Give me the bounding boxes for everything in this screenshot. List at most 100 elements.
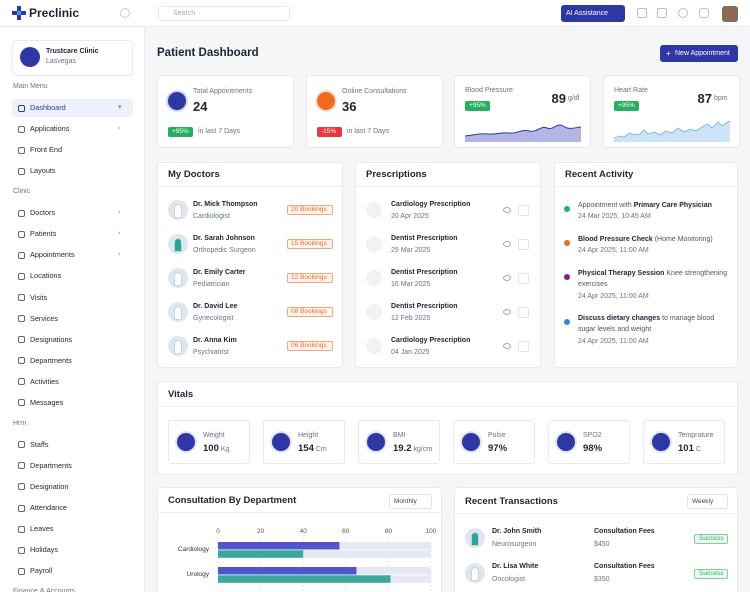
- bookings: 20 Bookings: [291, 206, 327, 213]
- transaction-role: Neurosurgeon: [492, 541, 537, 548]
- menu-item[interactable]: Dashboard: [30, 103, 66, 113]
- menu-item[interactable]: Messages: [30, 397, 64, 407]
- category-label: Cardiology: [178, 546, 210, 553]
- menu-item[interactable]: Holidays: [30, 545, 58, 555]
- view-icon[interactable]: [503, 275, 511, 281]
- status-badge: [694, 534, 728, 544]
- view-icon[interactable]: [503, 241, 511, 247]
- icon[interactable]: [657, 8, 667, 18]
- menu-item[interactable]: Designations: [30, 334, 73, 344]
- menu-item[interactable]: Services: [30, 313, 58, 323]
- metric-change: +95%: [618, 102, 635, 109]
- download-icon[interactable]: [518, 239, 529, 250]
- view-icon[interactable]: [503, 207, 511, 213]
- transaction-type: Consultation Fees: [594, 528, 655, 535]
- vital-value: 101 C: [678, 443, 701, 456]
- vital-unit: Cm: [315, 446, 327, 453]
- menu-item[interactable]: Departments: [30, 460, 72, 470]
- chevron: ›: [118, 230, 121, 238]
- transaction-amount: $350: [594, 576, 610, 583]
- file-icon: [366, 304, 382, 320]
- search-box[interactable]: [158, 6, 290, 21]
- menu-item[interactable]: Designation: [30, 481, 69, 491]
- x-tick-label: 40: [300, 528, 308, 535]
- view-icon[interactable]: [503, 309, 511, 315]
- activity-text: Physical Therapy Session Knee strengtheni…: [578, 268, 730, 302]
- stat-badge: [317, 127, 342, 137]
- clinic-card[interactable]: [12, 40, 133, 76]
- metric-label: Heart Rate: [614, 87, 648, 94]
- transaction-status: Success: [699, 535, 724, 542]
- search-placeholder: Search: [173, 10, 196, 17]
- doctor-name: Dr. Mick Thompson: [193, 201, 258, 208]
- menu-item[interactable]: Departments: [30, 355, 72, 365]
- bookings: 12 Bookings: [291, 274, 327, 281]
- download-icon[interactable]: [518, 307, 529, 318]
- menu-item[interactable]: Patients: [30, 229, 57, 239]
- download-icon[interactable]: [518, 341, 529, 352]
- sparkline: [614, 120, 730, 142]
- bookings-badge: [287, 273, 333, 283]
- divider: [157, 186, 343, 187]
- stat-change: +95%: [172, 128, 189, 135]
- menu-item[interactable]: Locations: [30, 271, 62, 281]
- menu-icon: [18, 357, 25, 365]
- vital-icon: [557, 433, 575, 451]
- avatar[interactable]: [722, 6, 738, 22]
- dropdown[interactable]: [389, 494, 432, 509]
- notification-icon[interactable]: [699, 8, 709, 18]
- vital-value: 100 Kg: [203, 443, 229, 456]
- download-icon[interactable]: [518, 273, 529, 284]
- menu-item[interactable]: Applications: [30, 124, 70, 134]
- new-appointment-button[interactable]: [660, 45, 738, 62]
- card-title: My Doctors: [168, 169, 220, 180]
- vital-number: 19.2: [393, 443, 412, 454]
- stat-icon: [317, 92, 335, 110]
- menu-icon: [18, 399, 25, 407]
- menu-item[interactable]: Appointments: [30, 250, 75, 260]
- dropdown[interactable]: [687, 494, 728, 509]
- ai-button[interactable]: [561, 5, 625, 22]
- menu-item[interactable]: Payroll: [30, 566, 53, 576]
- menu-item[interactable]: Visits: [30, 292, 48, 302]
- vital-label: Height: [298, 432, 319, 439]
- card-title: Recent Transactions: [465, 496, 558, 507]
- activity-dot: [564, 240, 570, 246]
- file-icon: [366, 236, 382, 252]
- menu-item[interactable]: Layouts: [30, 166, 56, 176]
- view-icon[interactable]: [503, 343, 511, 349]
- menu-item[interactable]: Doctors: [30, 208, 56, 218]
- download-icon[interactable]: [518, 205, 529, 216]
- vital-number: 98%: [583, 443, 603, 454]
- divider: [157, 406, 738, 407]
- collapse-button[interactable]: [120, 8, 130, 18]
- menu-icon: [18, 209, 25, 217]
- vital-label: Pulse: [488, 432, 506, 439]
- vital-icon: [367, 433, 385, 451]
- activity-text: Appointment with Primary Care Physician 24…: [578, 200, 730, 223]
- activity-dot: [564, 274, 570, 280]
- menu-item[interactable]: Attendance: [30, 503, 67, 512]
- chevron: ›: [118, 251, 121, 259]
- status-badge: [694, 569, 728, 579]
- stat-value: 36: [342, 99, 357, 114]
- icon[interactable]: [678, 8, 688, 18]
- activity-strong: Physical Therapy Session: [578, 270, 665, 277]
- menu-icon: [18, 378, 25, 386]
- prescription-date: 20 Apr 2025: [391, 213, 429, 220]
- card-title: Consultation By Department: [168, 495, 297, 506]
- menu-item[interactable]: Activities: [30, 376, 59, 386]
- menu-item[interactable]: Staffs: [30, 439, 49, 449]
- menu-item[interactable]: Front End: [30, 145, 63, 155]
- menu-icon: [18, 104, 25, 112]
- menu-item[interactable]: Leaves: [30, 524, 54, 534]
- activity-time: 24 Apr 2025, 11:00 AM: [578, 247, 649, 255]
- icon[interactable]: [637, 8, 647, 18]
- prescription-name: Dentist Prescription: [391, 269, 458, 276]
- activity-before: Appointment with: [578, 202, 632, 209]
- chevron: ›: [118, 209, 121, 217]
- card-title: Vitals: [168, 389, 194, 400]
- transaction-type: Consultation Fees: [594, 563, 655, 570]
- stat-label: Total Appointments: [193, 88, 253, 95]
